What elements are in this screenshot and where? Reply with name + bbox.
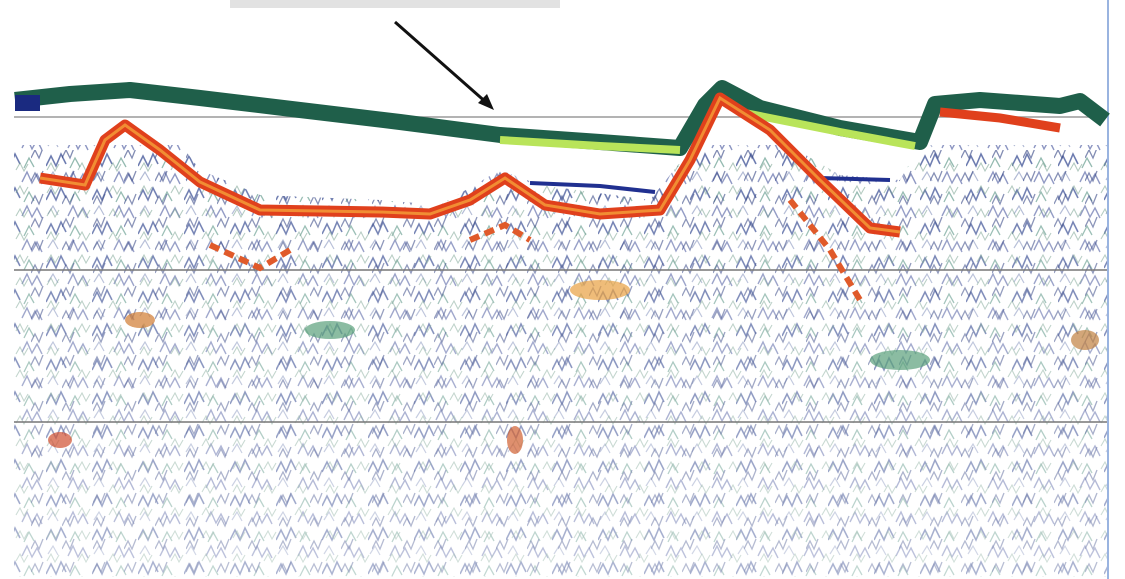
patch <box>1071 330 1099 350</box>
patch <box>507 426 523 454</box>
patch <box>125 312 155 328</box>
patch <box>570 280 630 300</box>
patch <box>870 350 930 370</box>
cropped-label <box>230 0 560 8</box>
radargram <box>0 0 1125 579</box>
patch <box>48 432 72 448</box>
page <box>0 0 1125 579</box>
patch <box>305 321 355 339</box>
